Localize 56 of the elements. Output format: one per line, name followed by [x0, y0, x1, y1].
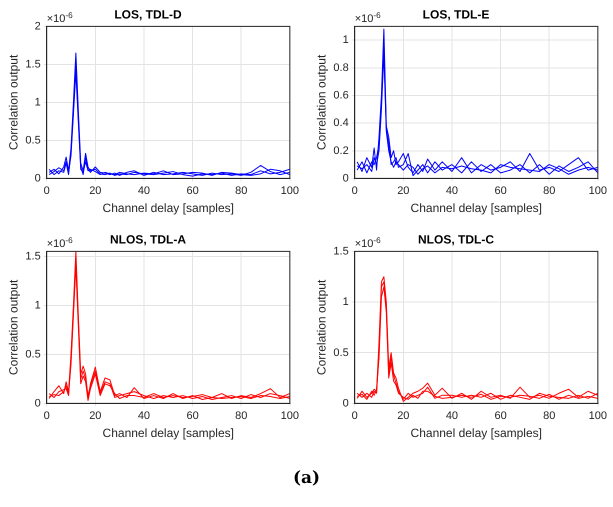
- x-axis-title: Channel delay [samples]: [410, 201, 542, 216]
- y-tick-label: 1.5: [25, 250, 41, 262]
- x-tick-label: 80: [543, 185, 556, 198]
- chart-title: NLOS, TDL-A: [110, 232, 186, 247]
- x-tick-label: 80: [543, 410, 556, 422]
- x-tick-label: 100: [280, 185, 300, 198]
- y-tick-label: 0.8: [333, 62, 349, 74]
- y-tick-label: 1.5: [333, 245, 349, 258]
- x-tick-label: 100: [280, 410, 300, 422]
- y-tick-label: 0.5: [25, 348, 41, 360]
- x-tick-label: 100: [588, 185, 608, 198]
- x-tick-label: 80: [235, 410, 248, 422]
- y-axis-title: Correlation output: [6, 279, 21, 376]
- x-tick-label: 40: [138, 185, 150, 198]
- y-tick-label: 0: [342, 397, 349, 410]
- x-tick-label: 60: [186, 410, 199, 422]
- x-tick-label: 60: [186, 185, 199, 198]
- chart-title: NLOS, TDL-C: [418, 232, 494, 247]
- y-tick-label: 0: [342, 172, 349, 184]
- y-tick-label: 2: [34, 20, 41, 32]
- x-tick-label: 0: [352, 185, 358, 198]
- x-axis-title: Channel delay [samples]: [102, 426, 234, 440]
- x-tick-label: 40: [138, 410, 150, 422]
- x-tick-label: 20: [89, 410, 102, 422]
- x-axis-title: Channel delay [samples]: [102, 201, 234, 216]
- y-tick-label: 1: [34, 96, 41, 108]
- y-tick-label: 0.5: [25, 134, 41, 146]
- x-tick-label: 0: [44, 185, 50, 198]
- y-axis-title: Correlation output: [314, 54, 329, 150]
- x-tick-label: 20: [89, 185, 102, 198]
- y-tick-label: 1: [342, 34, 349, 46]
- y-tick-label: 0.5: [333, 346, 349, 359]
- x-tick-label: 0: [352, 410, 358, 422]
- x-tick-label: 60: [494, 185, 507, 198]
- text: (a): [292, 468, 322, 488]
- y-tick-label: 0: [34, 397, 41, 410]
- y-tick-label: 1: [342, 296, 349, 308]
- x-tick-label: 100: [588, 410, 608, 422]
- chart-title: LOS, TDL-E: [422, 8, 490, 22]
- y-tick-label: 1: [34, 299, 41, 312]
- x-tick-label: 40: [446, 185, 458, 198]
- x-tick-label: 40: [446, 410, 458, 422]
- y-tick-label: 1.5: [25, 58, 41, 70]
- x-tick-label: 20: [397, 410, 410, 422]
- x-axis-title: Channel delay [samples]: [410, 426, 542, 440]
- y-tick-label: 0.2: [333, 144, 349, 157]
- y-axis-title: Correlation output: [6, 54, 21, 150]
- y-tick-label: 0: [34, 172, 41, 184]
- y-axis-title: Correlation output: [314, 279, 329, 376]
- y-tick-label: 0.6: [333, 90, 349, 102]
- x-tick-label: 0: [44, 410, 50, 422]
- chart-title: LOS, TDL-D: [114, 8, 182, 22]
- x-tick-label: 80: [235, 185, 248, 198]
- x-tick-label: 20: [397, 185, 410, 198]
- x-tick-label: 60: [494, 410, 507, 422]
- y-tick-label: 0.4: [333, 117, 349, 130]
